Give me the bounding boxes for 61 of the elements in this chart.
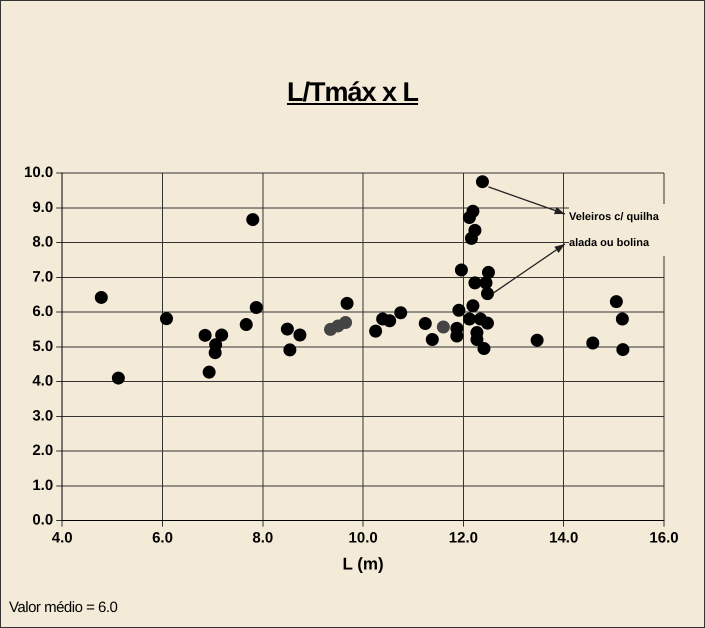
point bbox=[383, 314, 396, 328]
point bbox=[112, 372, 125, 385]
point bbox=[283, 343, 296, 356]
point bbox=[215, 328, 228, 342]
x-tick-label: 14.0 bbox=[549, 530, 578, 547]
point bbox=[246, 213, 260, 226]
point bbox=[452, 304, 466, 317]
point bbox=[616, 343, 630, 356]
point bbox=[426, 333, 439, 346]
point bbox=[436, 320, 450, 334]
y-tick-label: 2.0 bbox=[32, 442, 54, 460]
x-tick-label: 4.0 bbox=[52, 530, 73, 547]
point bbox=[198, 328, 212, 342]
point bbox=[482, 266, 495, 279]
chart-title: L/Tmáx x L bbox=[286, 77, 420, 108]
x-axis-title: L (m) bbox=[342, 554, 384, 574]
point bbox=[468, 276, 482, 290]
point bbox=[340, 296, 354, 310]
point bbox=[480, 316, 494, 330]
point bbox=[293, 328, 306, 342]
point bbox=[616, 312, 629, 326]
y-tick-label: 8.0 bbox=[32, 234, 54, 251]
y-tick-label: 10.0 bbox=[24, 164, 54, 182]
point bbox=[454, 263, 468, 276]
text: Valor médio = 6.0 bbox=[9, 599, 118, 616]
point bbox=[418, 317, 432, 330]
point bbox=[240, 318, 253, 332]
y-tick-label: 1.0 bbox=[32, 476, 54, 494]
y-tick-label: 9.0 bbox=[32, 198, 54, 216]
point bbox=[586, 336, 600, 350]
point bbox=[462, 210, 476, 224]
point bbox=[160, 312, 174, 326]
point bbox=[94, 290, 108, 304]
y-tick-label: 5.0 bbox=[32, 338, 54, 355]
point bbox=[339, 316, 352, 329]
x-tick-label: 16.0 bbox=[649, 530, 679, 547]
point bbox=[480, 287, 494, 300]
y-tick-label: 6.0 bbox=[32, 303, 54, 320]
y-tick-label: 4.0 bbox=[32, 372, 54, 390]
point bbox=[202, 366, 216, 379]
point bbox=[208, 346, 222, 360]
point bbox=[462, 312, 476, 326]
text: Veleiros c/ quilha alada ou bolina bbox=[569, 211, 659, 249]
point bbox=[610, 295, 623, 308]
y-tick-label: 0.0 bbox=[32, 512, 54, 529]
point bbox=[530, 334, 544, 347]
point bbox=[466, 299, 480, 312]
x-tick-label: 12.0 bbox=[448, 530, 478, 547]
point bbox=[477, 342, 490, 356]
point bbox=[464, 232, 478, 245]
x-tick-label: 10.0 bbox=[348, 530, 378, 547]
x-tick-label: 6.0 bbox=[152, 530, 173, 547]
point bbox=[394, 306, 408, 320]
point bbox=[479, 276, 492, 290]
x-tick-label: 8.0 bbox=[252, 530, 274, 547]
y-tick-label: 7.0 bbox=[32, 268, 54, 286]
point bbox=[250, 301, 263, 314]
point bbox=[280, 322, 294, 336]
point bbox=[369, 324, 382, 338]
y-tick-label: 3.0 bbox=[32, 407, 54, 424]
point bbox=[476, 175, 489, 188]
